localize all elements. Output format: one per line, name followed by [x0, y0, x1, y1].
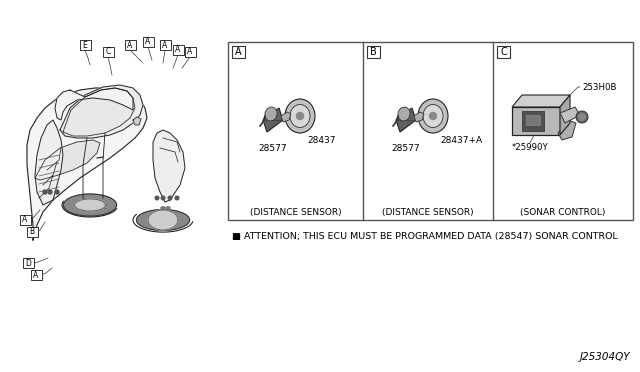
- Ellipse shape: [398, 107, 410, 121]
- Circle shape: [43, 190, 47, 194]
- Circle shape: [579, 113, 586, 121]
- Bar: [26, 227, 38, 237]
- Polygon shape: [281, 112, 291, 122]
- Text: (DISTANCE SENSOR): (DISTANCE SENSOR): [382, 208, 474, 217]
- Polygon shape: [63, 88, 135, 136]
- Bar: [19, 215, 31, 225]
- Bar: [497, 46, 510, 58]
- Circle shape: [168, 196, 172, 200]
- Bar: [232, 46, 245, 58]
- Polygon shape: [60, 85, 143, 138]
- Text: 28577: 28577: [392, 144, 420, 153]
- Circle shape: [576, 111, 588, 123]
- Text: *25990Y: *25990Y: [512, 143, 548, 152]
- Polygon shape: [35, 120, 63, 205]
- Bar: [31, 270, 42, 280]
- Bar: [173, 45, 184, 55]
- Ellipse shape: [166, 207, 170, 209]
- Polygon shape: [263, 108, 283, 132]
- Text: A: A: [127, 41, 132, 49]
- Bar: [79, 40, 90, 50]
- Text: (DISTANCE SENSOR): (DISTANCE SENSOR): [250, 208, 341, 217]
- Polygon shape: [560, 107, 580, 123]
- Polygon shape: [560, 95, 570, 135]
- Bar: [184, 47, 195, 57]
- Bar: [22, 258, 33, 268]
- Text: E: E: [83, 41, 88, 49]
- Ellipse shape: [265, 107, 277, 121]
- Text: A: A: [188, 48, 193, 57]
- Text: A: A: [163, 41, 168, 49]
- Text: 28437+A: 28437+A: [440, 136, 482, 145]
- Polygon shape: [63, 194, 116, 216]
- Bar: [159, 40, 170, 50]
- Text: A: A: [235, 47, 242, 57]
- Circle shape: [175, 196, 179, 200]
- Polygon shape: [396, 108, 416, 132]
- Polygon shape: [414, 112, 424, 122]
- Text: A: A: [175, 45, 180, 55]
- Text: A: A: [145, 38, 150, 46]
- Bar: [367, 46, 380, 58]
- Bar: [143, 37, 154, 47]
- Bar: [228, 42, 633, 220]
- Bar: [102, 47, 113, 57]
- Polygon shape: [148, 210, 178, 230]
- Circle shape: [429, 112, 436, 119]
- Text: J25304QY: J25304QY: [579, 352, 630, 362]
- Ellipse shape: [161, 207, 165, 209]
- Polygon shape: [512, 95, 570, 107]
- Ellipse shape: [423, 105, 443, 128]
- Circle shape: [55, 190, 59, 194]
- Text: 253H0B: 253H0B: [582, 83, 616, 92]
- Text: 28577: 28577: [259, 144, 287, 153]
- Polygon shape: [133, 117, 141, 125]
- Polygon shape: [136, 209, 189, 230]
- Bar: [522, 111, 544, 131]
- Ellipse shape: [290, 105, 310, 128]
- Text: 28437: 28437: [307, 136, 335, 145]
- Ellipse shape: [418, 99, 448, 133]
- Polygon shape: [27, 88, 147, 240]
- Bar: [125, 40, 136, 50]
- Text: ■ ATTENTION; THIS ECU MUST BE PROGRAMMED DATA (28547) SONAR CONTROL: ■ ATTENTION; THIS ECU MUST BE PROGRAMMED…: [232, 232, 618, 241]
- Circle shape: [155, 196, 159, 200]
- Text: C: C: [500, 47, 507, 57]
- Circle shape: [161, 196, 165, 200]
- Polygon shape: [55, 88, 133, 120]
- Polygon shape: [75, 199, 106, 211]
- Text: D: D: [25, 259, 31, 267]
- Polygon shape: [35, 140, 100, 180]
- Text: C: C: [106, 48, 111, 57]
- Text: (SONAR CONTROL): (SONAR CONTROL): [520, 208, 605, 217]
- Text: B: B: [370, 47, 377, 57]
- Polygon shape: [512, 107, 560, 135]
- Circle shape: [48, 190, 52, 194]
- Ellipse shape: [285, 99, 315, 133]
- Polygon shape: [153, 130, 185, 202]
- Text: A: A: [22, 215, 28, 224]
- Polygon shape: [558, 120, 576, 140]
- Text: B: B: [29, 228, 35, 237]
- Bar: [526, 115, 540, 125]
- Circle shape: [296, 112, 303, 119]
- Text: A: A: [33, 270, 38, 279]
